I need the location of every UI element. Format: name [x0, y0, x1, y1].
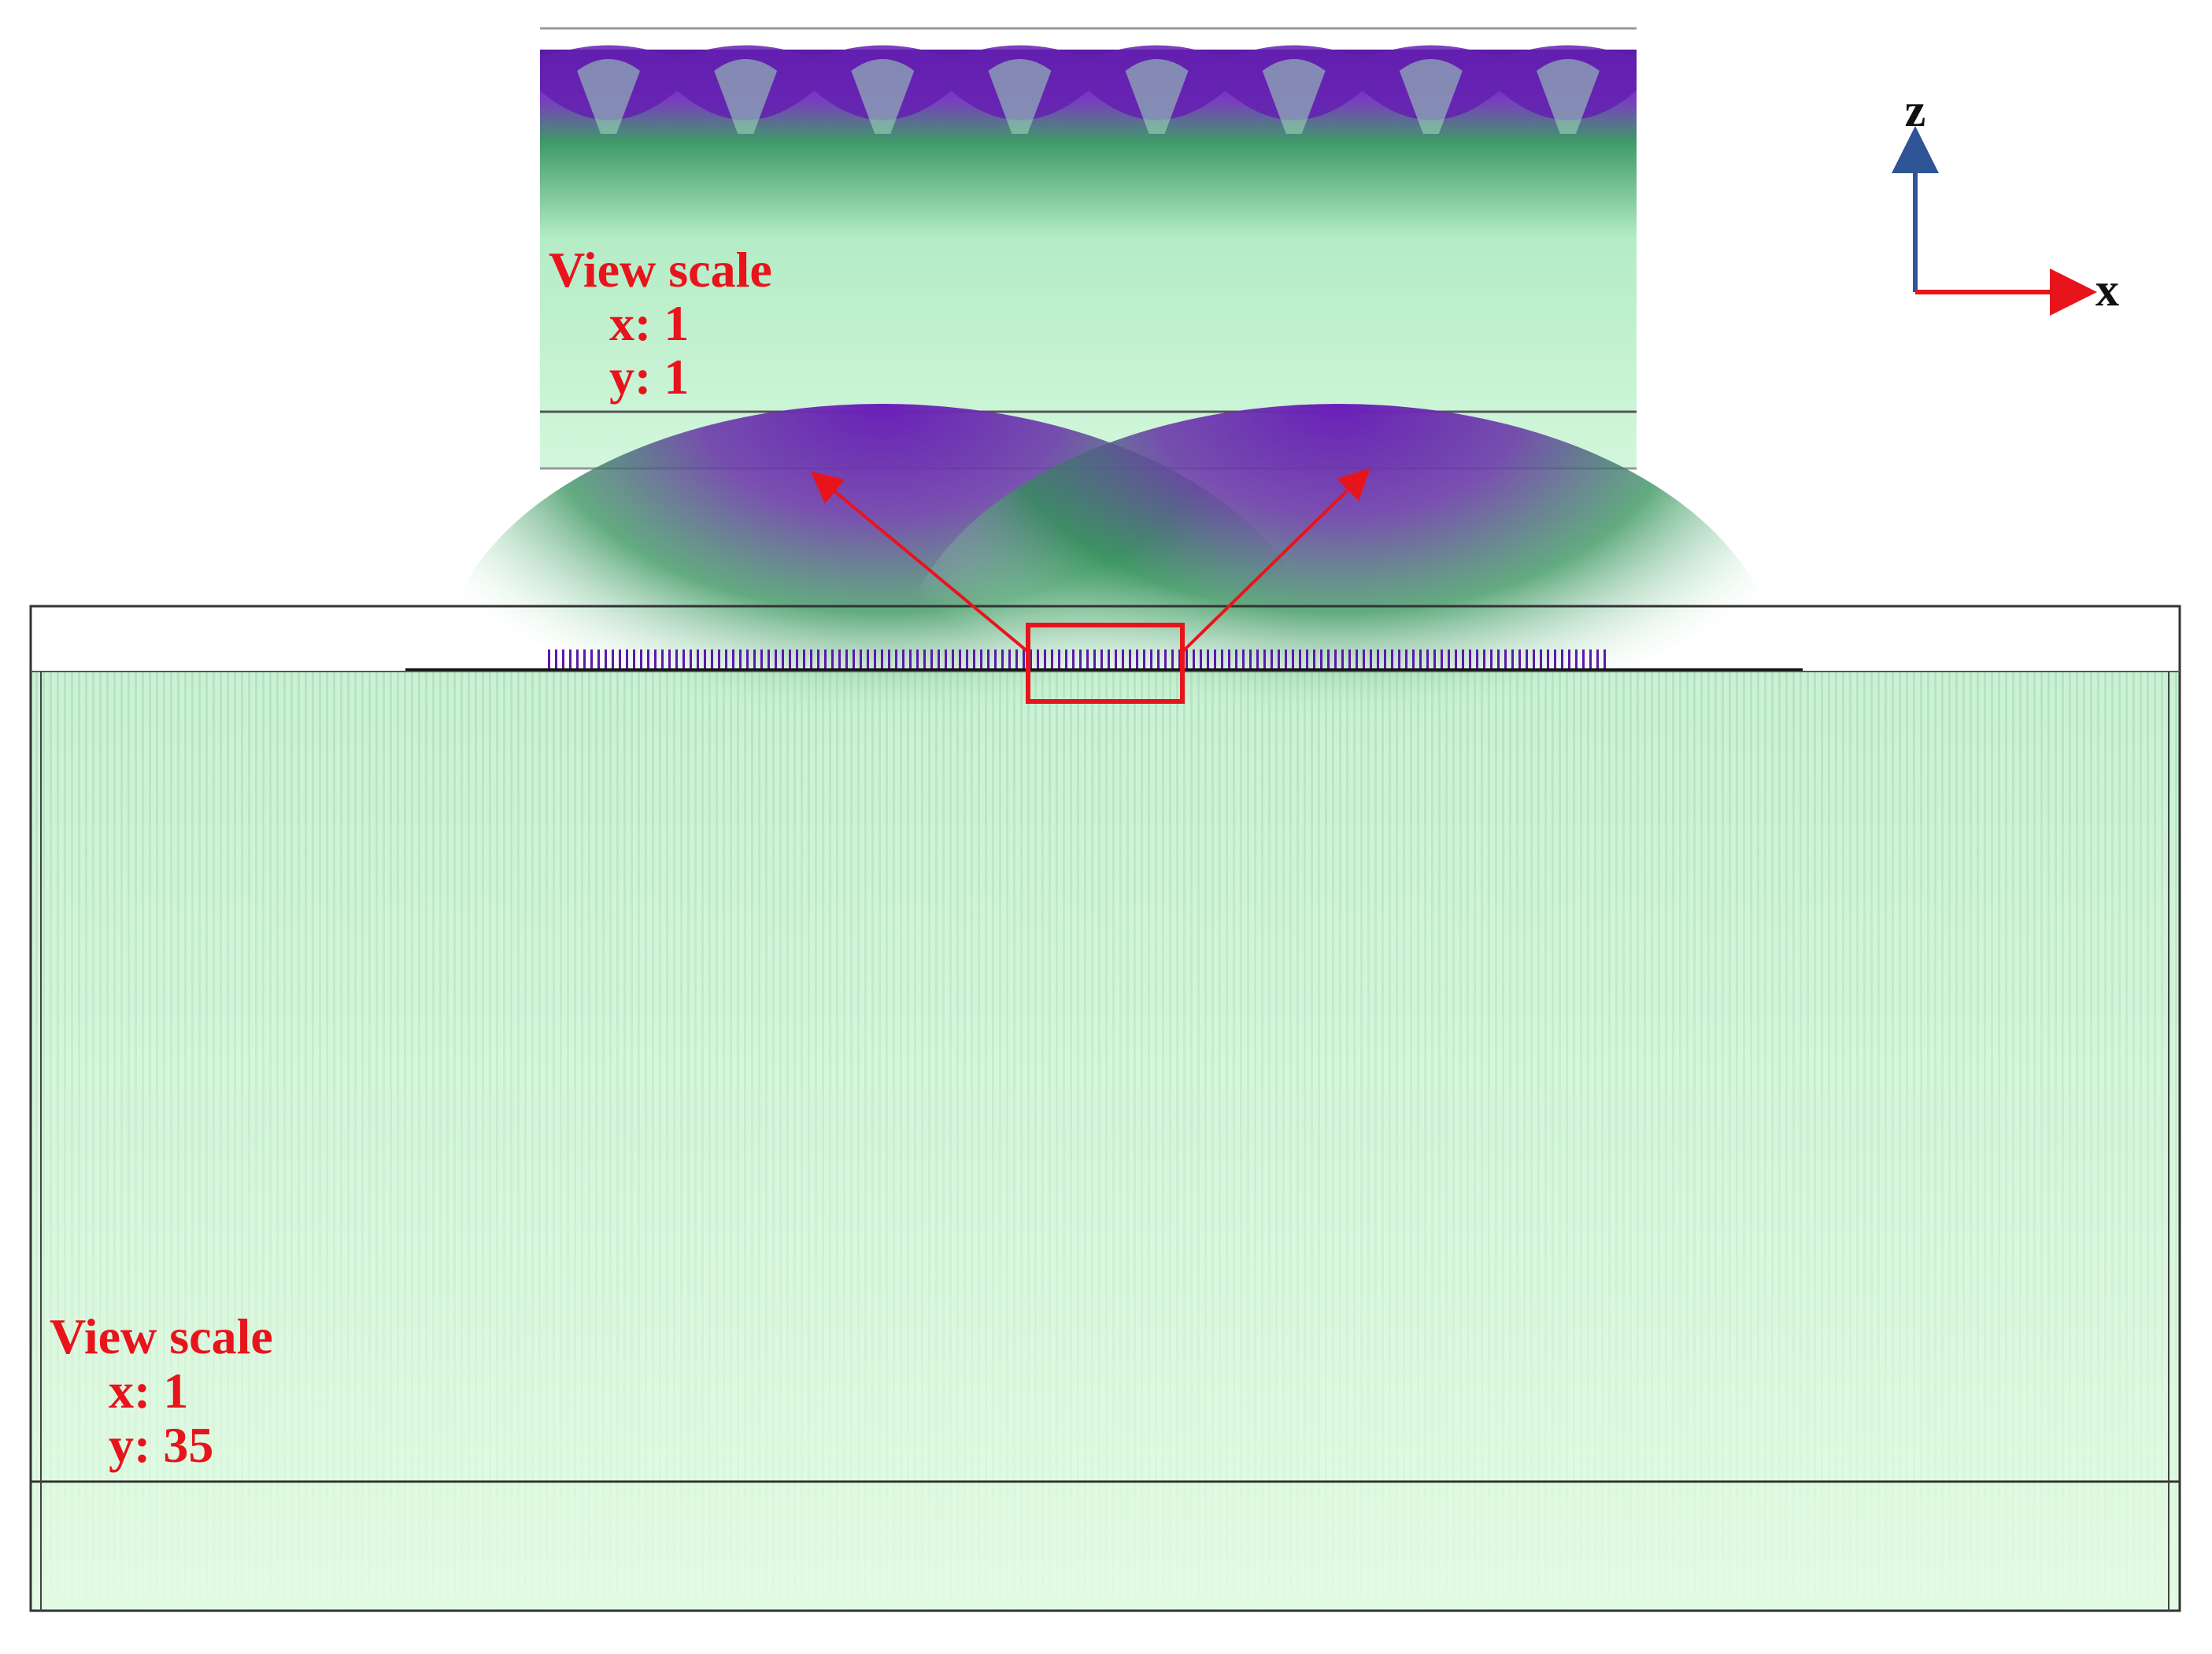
inset-panel: View scale x: 1 y: 1 [540, 27, 1637, 470]
inset-gap [714, 59, 778, 134]
inset-gap [1125, 59, 1189, 134]
inset-gap [1536, 59, 1600, 134]
inset-gap [988, 59, 1052, 134]
zoom-arrow [810, 471, 1030, 653]
inset-field [540, 50, 1637, 468]
zoom-box [1026, 623, 1185, 704]
main-y-scale: y: 35 [109, 1417, 213, 1473]
inset-x-scale: x: 1 [609, 295, 689, 351]
surface-spikes [543, 649, 1606, 672]
inset-gap [1262, 59, 1326, 134]
inset-title: View scale [549, 242, 772, 298]
main-panel: View scale x: 1 y: 35 [29, 404, 2181, 1612]
inset-gap [851, 59, 915, 134]
main-title: View scale [50, 1308, 273, 1364]
zoom-arrow [1181, 468, 1370, 653]
main-border [29, 605, 2181, 1612]
inset-gap [577, 59, 641, 134]
inset-scallops [540, 45, 1637, 134]
z-label: z [1905, 84, 1926, 136]
inset-gap [1399, 59, 1463, 134]
axis-triad: z x [1892, 84, 2119, 316]
inset-y-scale: y: 1 [609, 349, 689, 405]
main-x-scale: x: 1 [109, 1363, 188, 1419]
x-label: x [2095, 264, 2119, 316]
